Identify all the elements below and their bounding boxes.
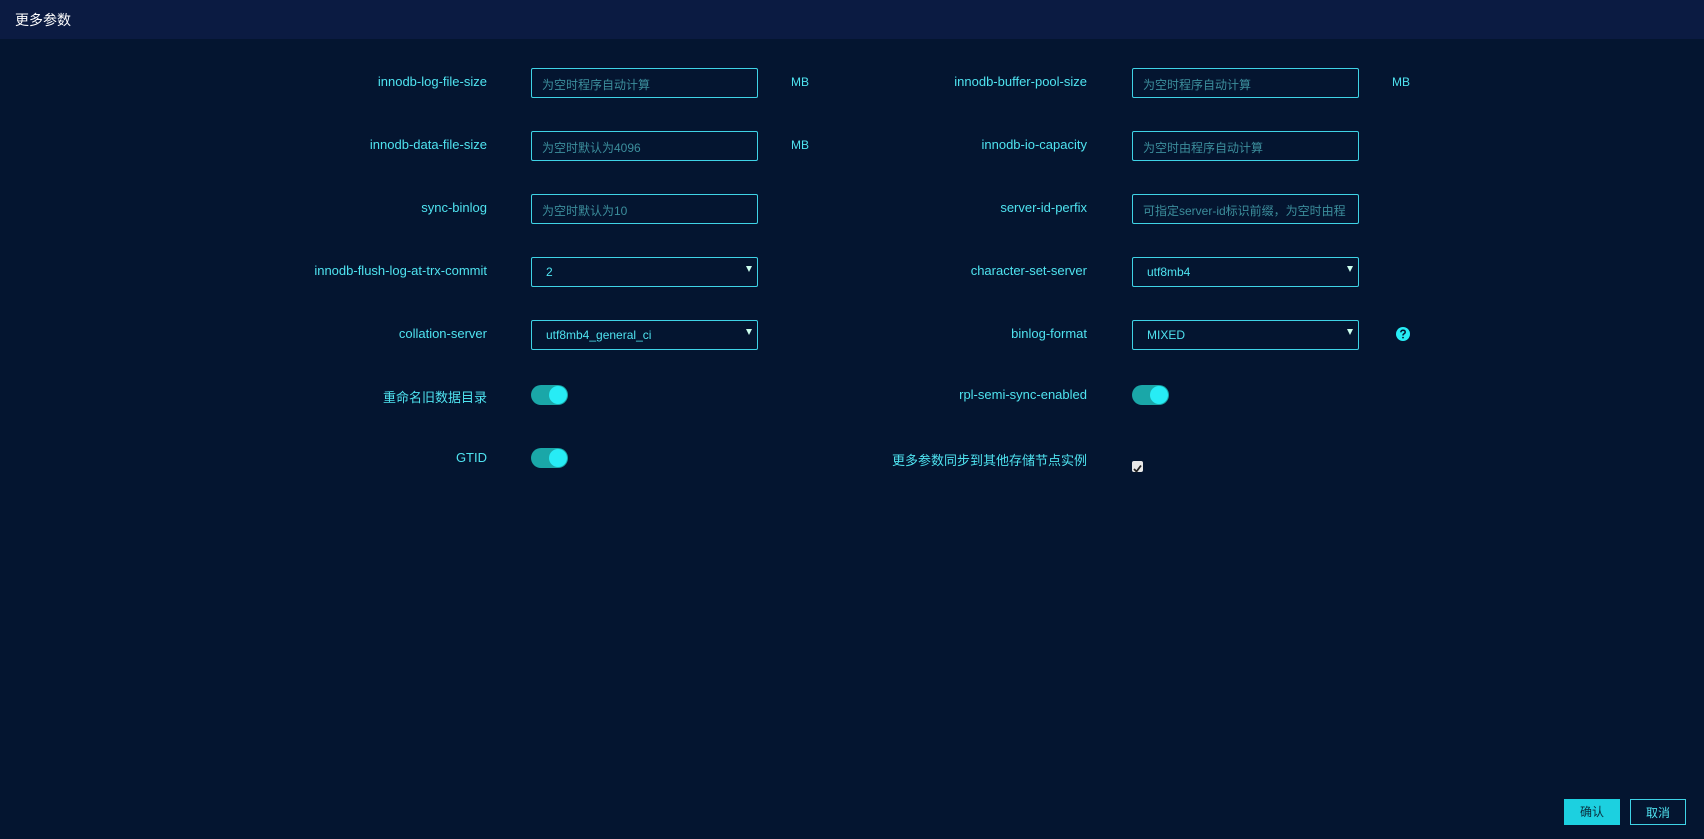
dropdown-arrow <box>1347 266 1353 272</box>
field-label: sync-binlog <box>421 200 487 215</box>
help-glyph <box>1396 327 1410 341</box>
field-label: innodb-io-capacity <box>981 137 1087 152</box>
field-label: 重命名旧数据目录 <box>382 390 487 405</box>
placeholder: 为空时默认为4096 <box>542 141 641 155</box>
cancel-button[interactable]: 取消 <box>1630 799 1686 825</box>
toggle-switch[interactable] <box>531 448 568 468</box>
field-label: innodb-flush-log-at-trx-commit <box>314 263 487 278</box>
check-mark <box>1133 464 1142 473</box>
placeholder: 为空时默认为10 <box>542 204 628 218</box>
toggle-knob <box>549 386 567 404</box>
dialog-title: 更多参数 <box>15 12 71 28</box>
header: 更多参数 <box>0 0 1704 39</box>
selected-value: 2 <box>546 265 553 279</box>
text-input[interactable]: 为空时程序自动计算 <box>1132 68 1359 98</box>
field-label: collation-server <box>398 326 487 341</box>
field-label: innodb-data-file-size <box>369 137 487 152</box>
text-input[interactable]: 为空时由程序自动计算 <box>1132 131 1359 161</box>
text-input[interactable]: 为空时程序自动计算 <box>531 68 758 98</box>
field-label: binlog-format <box>1011 326 1087 341</box>
toggle-switch[interactable] <box>1132 385 1169 405</box>
field-label: rpl-semi-sync-enabled <box>959 387 1087 402</box>
dropdown-arrow <box>746 329 752 335</box>
dropdown-arrow <box>746 266 752 272</box>
unit-label: MB <box>1392 75 1410 89</box>
unit-label: MB <box>791 75 809 89</box>
checkbox[interactable] <box>1132 461 1143 473</box>
select[interactable]: utf8mb4_general_ci <box>531 320 758 350</box>
field-label: server-id-perfix <box>1000 200 1087 215</box>
field-label: innodb-log-file-size <box>377 74 487 89</box>
field-label: innodb-buffer-pool-size <box>954 74 1087 89</box>
help-icon[interactable] <box>1396 327 1410 341</box>
field-label: 更多参数同步到其他存储节点实例 <box>891 453 1087 468</box>
field-label: GTID <box>455 450 487 465</box>
placeholder: 为空时由程序自动计算 <box>1143 141 1264 155</box>
text-input[interactable]: 可指定server-id标识前缀，为空时由程 <box>1132 194 1359 224</box>
selected-value: utf8mb4_general_ci <box>546 328 652 342</box>
toggle-knob <box>1150 386 1168 404</box>
selected-value: utf8mb4 <box>1147 265 1191 279</box>
select[interactable]: 2 <box>531 257 758 287</box>
field-label: character-set-server <box>970 263 1087 278</box>
placeholder: 为空时程序自动计算 <box>542 78 651 92</box>
placeholder: 可指定server-id标识前缀，为空时由程 <box>1143 204 1346 218</box>
placeholder: 为空时程序自动计算 <box>1143 78 1252 92</box>
confirm-button[interactable]: 确认 <box>1564 799 1620 825</box>
text-input[interactable]: 为空时默认为4096 <box>531 131 758 161</box>
selected-value: MIXED <box>1147 328 1186 342</box>
select[interactable]: MIXED <box>1132 320 1359 350</box>
toggle-switch[interactable] <box>531 385 568 405</box>
text-input[interactable]: 为空时默认为10 <box>531 194 758 224</box>
dropdown-arrow <box>1347 329 1353 335</box>
unit-label: MB <box>791 138 809 152</box>
select[interactable]: utf8mb4 <box>1132 257 1359 287</box>
toggle-knob <box>549 449 567 467</box>
